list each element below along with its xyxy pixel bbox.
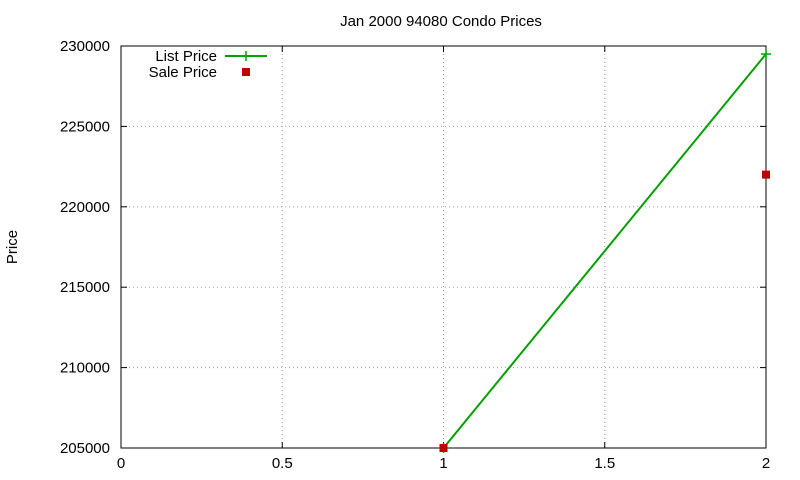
legend-marker [242,68,250,76]
y-tick-label: 210000 [60,360,110,377]
x-tick-label: 1 [439,455,447,472]
sale-price-point [439,444,448,452]
list-price-series [438,49,771,453]
ticks: 0 0.5 1 1.5 2 205000 210000 215000 220000 225000 2… [60,38,770,472]
sale-price-point [762,170,770,179]
legend-marker [241,51,251,61]
y-tick-label: 205000 [60,440,110,457]
y-tick-label: 220000 [60,199,110,216]
legend-label: List Price [155,48,217,65]
x-tick-label: 2 [762,455,770,472]
y-tick-label: 215000 [60,279,110,296]
grid [121,46,766,448]
legend-item-sale-price: Sale Price [149,64,250,81]
y-tick-label: 230000 [60,38,110,55]
legend-item-list-price: List Price [155,48,267,65]
sale-price-series [439,170,770,452]
y-tick-label: 225000 [60,118,110,135]
list-price-line [442,53,767,449]
x-tick-label: 0.5 [272,455,293,472]
legend-label: Sale Price [149,64,217,81]
chart-title: Jan 2000 94080 Condo Prices [340,13,542,30]
y-axis-label: Price [4,230,21,264]
x-tick-label: 1.5 [594,455,615,472]
x-tick-label: 0 [117,455,125,472]
list-price-point [761,49,771,60]
series-layer [438,49,771,453]
